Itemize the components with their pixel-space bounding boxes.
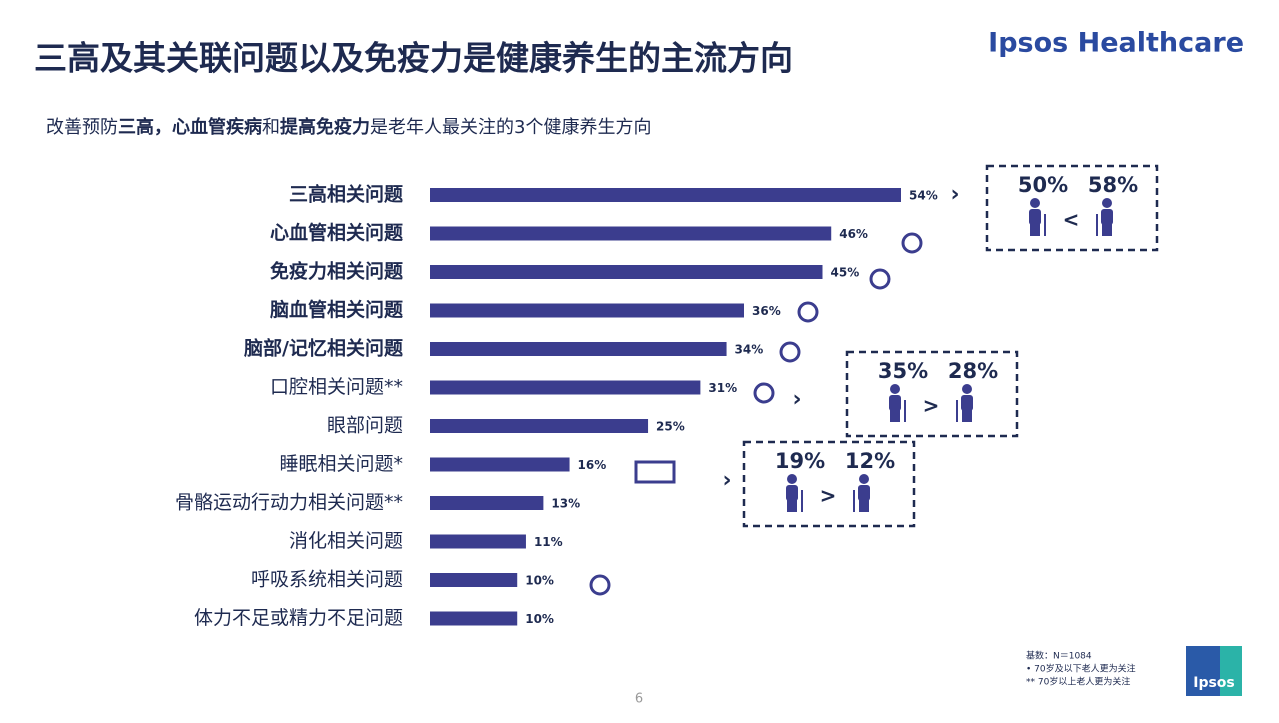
icon [797,301,819,323]
category-label: 体力不足或精力不足问题 [194,607,403,629]
callout-sign: > [820,484,837,508]
person-body [889,395,901,411]
value-label: 31% [708,381,737,395]
subtitle: 改善预防三高，心血管疾病和提高免疫力是老年人最关注的3个健康养生方向 [46,116,651,138]
bar [430,188,901,202]
category-label: 口腔相关问题** [270,376,403,398]
person-body [786,485,798,501]
callout-box [742,440,916,528]
chevron: › [792,387,801,412]
bar [430,342,727,356]
callout-left: 19% [775,449,825,473]
footnote: • 70岁及以下老人更为关注 [1026,663,1136,675]
category-label: 呼吸系统相关问题 [251,569,403,591]
subtitle-part: 三高，心血管疾病 [118,116,262,138]
page-number: 6 [635,692,643,707]
value-label: 54% [909,189,938,203]
callout-right: 28% [948,359,998,383]
icon [869,268,891,290]
icon [753,382,775,404]
value-label: 25% [656,420,685,434]
callout-right: 58% [1088,173,1138,197]
callout-right: 12% [845,449,895,473]
bar [430,419,649,433]
bar [430,303,744,318]
icon [589,574,611,596]
person-body [1029,209,1041,225]
bar [430,265,823,279]
person-head [1030,198,1040,208]
person-legs [962,410,972,422]
brand: Ipsos Healthcare [988,28,1244,59]
value-label: 11% [534,535,563,549]
bar [430,226,832,241]
value-label: 45% [831,266,860,280]
subtitle-part: 是老年人最关注的3个健康养生方向 [370,117,651,138]
category-label: 脑部/记忆相关问题 [243,337,403,360]
value-label: 13% [551,497,580,511]
person-head [962,384,972,394]
person-legs [1102,224,1112,236]
value-label: 36% [752,304,781,318]
person-body [1101,209,1113,225]
category-label: 睡眠相关问题* [279,453,403,475]
person-body [858,485,870,501]
category-label: 眼部问题 [327,415,403,437]
callout-left: 35% [878,359,928,383]
callout-sign: < [1063,208,1080,232]
person-head [1102,198,1112,208]
callout-box [985,164,1159,252]
bar [430,573,518,587]
callout-left: 50% [1018,173,1068,197]
bar [430,457,570,472]
value-label: 10% [525,612,554,626]
icon [901,232,923,254]
logo-text: Ipsos [1193,675,1235,691]
callout-sign: > [923,394,940,418]
slide-title: 三高及其关联问题以及免疫力是健康养生的主流方向 [34,39,793,78]
logo-accent [1220,646,1242,696]
bar [430,611,518,626]
value-label: 34% [735,343,764,357]
footnote: 基数：N＝1084 [1026,650,1092,662]
person-head [859,474,869,484]
bar [430,380,701,395]
value-label: 10% [525,574,554,588]
subtitle-part: 提高免疫力 [280,116,370,138]
value-label: 16% [578,458,607,472]
person-legs [787,500,797,512]
category-label: 心血管相关问题 [270,221,403,244]
category-label: 免疫力相关问题 [270,260,403,283]
callout-box [845,350,1019,438]
category-label: 消化相关问题 [289,530,403,552]
category-label: 脑血管相关问题 [269,298,403,321]
category-label: 三高相关问题 [289,183,403,206]
footnote: ** 70岁以上老人更为关注 [1026,676,1130,688]
person-legs [859,500,869,512]
bar [430,534,526,549]
bar [430,496,544,510]
value-label: 46% [839,227,868,241]
person-body [961,395,973,411]
icon [779,341,801,363]
person-legs [890,410,900,422]
person-head [890,384,900,394]
chevron: › [950,182,959,207]
chevron: › [722,468,731,493]
person-legs [1030,224,1040,236]
subtitle-part: 和 [262,117,280,138]
category-label: 骨骼运动行动力相关问题** [175,492,403,514]
icon [634,460,676,484]
subtitle-part: 改善预防 [46,117,118,138]
person-head [787,474,797,484]
